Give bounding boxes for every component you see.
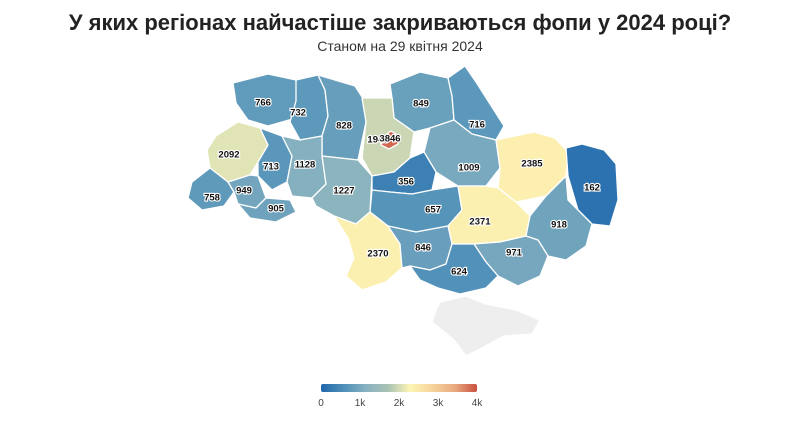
region-value-label: 1227 (333, 186, 354, 197)
region-crimea (431, 295, 541, 357)
region-chernivtsi (237, 197, 297, 223)
region-value-label: 356 (398, 177, 414, 188)
region-value-label: 828 (336, 121, 352, 132)
map-subtitle: Станом на 29 квітня 2024 (317, 38, 483, 54)
region-value-label: 849 (413, 99, 429, 110)
region-value-label: 905 (268, 204, 285, 215)
region-value-label: 713 (263, 162, 279, 173)
color-legend: 0 1k 2k 3k 4k (318, 384, 482, 412)
region-value-label: 2371 (469, 217, 491, 228)
legend-tick: 2k (393, 398, 405, 409)
legend-tick: 1k (354, 398, 366, 409)
region-sumy (447, 65, 505, 141)
legend-tick: 3k (432, 398, 444, 409)
region-value-label: 162 (584, 183, 600, 194)
region-value-label: 624 (451, 267, 468, 278)
legend-tick: 4k (471, 398, 483, 409)
region-value-label: 846 (415, 243, 431, 254)
region-value-label: 2370 (367, 249, 388, 260)
region-value-label: 716 (469, 120, 485, 131)
region-value-label: 766 (255, 98, 271, 109)
legend-tick: 0 (318, 398, 324, 409)
region-value-label: 1009 (458, 163, 479, 174)
region-value-label: 3846 (379, 134, 400, 145)
region-value-label: 1946 (367, 135, 388, 146)
region-luhansk (565, 143, 619, 227)
legend-gradient-bar (321, 384, 477, 392)
region-value-label: 971 (506, 248, 523, 259)
region-kyiv-city (380, 130, 400, 150)
map-title: У яких регіонах найчастіше закриваються … (68, 10, 732, 35)
region-value-label: 918 (551, 220, 567, 231)
region-kherson (409, 243, 499, 295)
region-value-label: 732 (290, 108, 306, 119)
legend-ticks: 0 1k 2k 3k 4k (318, 398, 482, 412)
region-value-label: 758 (204, 193, 220, 204)
region-value-label: 2385 (521, 159, 543, 170)
region-odesa (333, 211, 403, 291)
region-value-label: 657 (425, 205, 441, 216)
region-value-label: 1128 (295, 160, 316, 171)
region-value-label: 949 (236, 186, 252, 197)
region-zakarpattia (187, 167, 235, 211)
region-value-label: 2092 (218, 150, 239, 161)
